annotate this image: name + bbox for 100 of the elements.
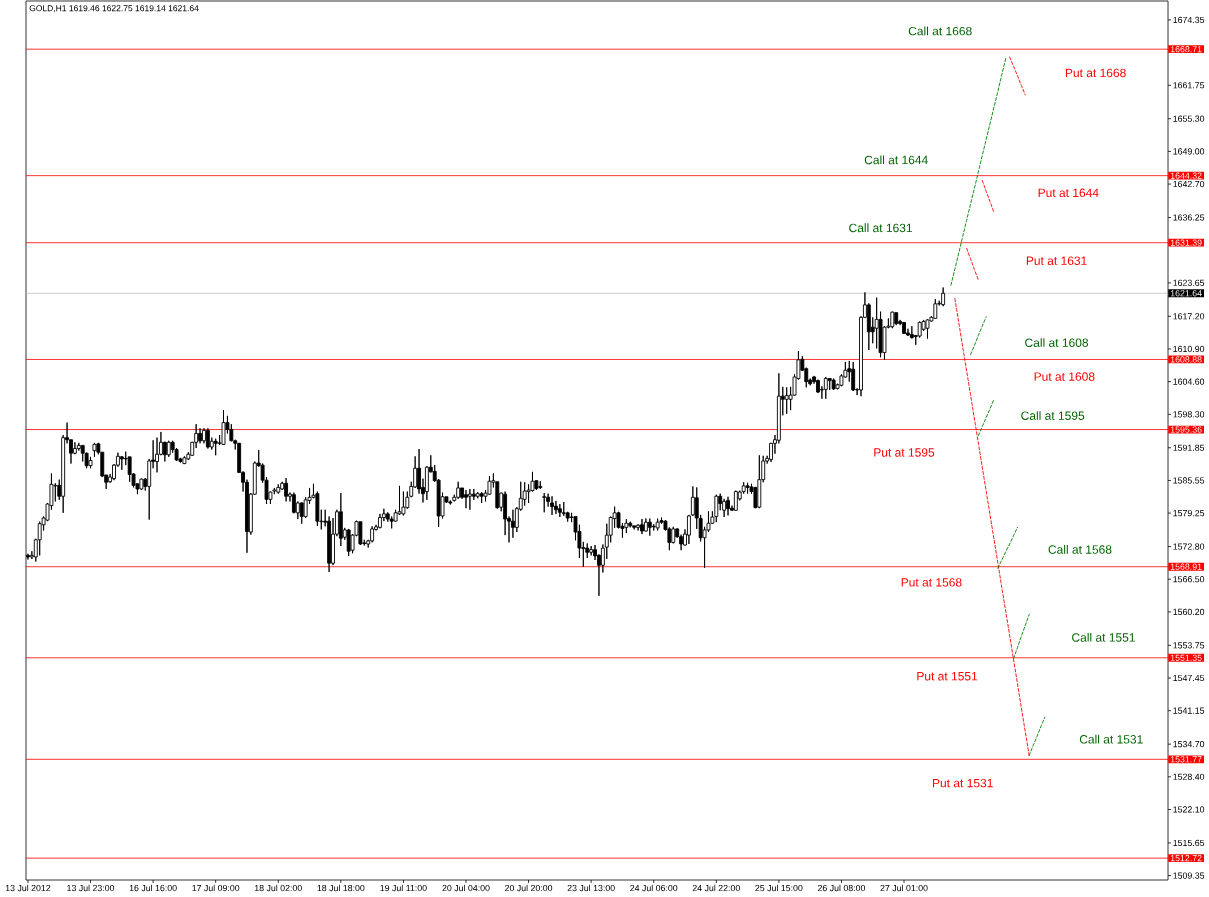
annotation: Call at 1551 [1072, 632, 1135, 642]
annotation: Put at 1551 [917, 672, 978, 681]
y-tick-label: 1515.65 [1173, 839, 1205, 847]
line-series [977, 398, 995, 437]
x-tick-label: 17 Jul 09:00 [192, 884, 240, 892]
x-tick-label: 16 Jul 16:00 [129, 884, 177, 892]
candlestick [726, 496, 730, 516]
candlestick [655, 518, 660, 531]
x-tick-label: 18 Jul 02:00 [254, 884, 302, 892]
candlestick [166, 440, 171, 458]
candlestick [538, 480, 543, 490]
y-tick-label: 1649.00 [1173, 148, 1205, 155]
x-tick-label: 20 Jul 04:00 [442, 884, 490, 892]
ref-line-label: 1608.88 [1170, 356, 1202, 363]
annotation: Call at 1568 [1048, 545, 1112, 554]
candlestick [213, 438, 218, 456]
candlestick [276, 483, 281, 495]
candlestick [119, 455, 124, 471]
y-tick-label: 1522.10 [1173, 806, 1205, 813]
candlestick [284, 477, 289, 502]
y-tick-label: 1642.70 [1173, 180, 1205, 188]
x-tick-label: 27 Jul 01:00 [880, 884, 928, 892]
candlestick [510, 509, 515, 539]
annotation: Put at 1595 [874, 448, 935, 457]
annotation: Call at 1668 [908, 26, 972, 36]
y-tick-label: 1547.45 [1173, 674, 1205, 682]
y-tick-label: 1591.85 [1173, 444, 1205, 451]
candlestick [139, 478, 144, 491]
candlestick [205, 427, 210, 449]
ref-line-label: 1595.36 [1170, 426, 1202, 433]
candlestick [479, 491, 484, 504]
candlestick [550, 495, 554, 516]
candlestick [378, 513, 382, 529]
x-tick-label: 24 Jul 06:00 [630, 884, 678, 892]
candlestick [542, 492, 547, 513]
candlestick [722, 498, 727, 518]
candlestick [831, 378, 836, 391]
candlestick [198, 427, 202, 444]
candlestick [640, 518, 644, 535]
annotation: Put at 1568 [901, 578, 962, 587]
x-tick-label: 24 Jul 22:00 [692, 884, 740, 892]
candlestick [554, 500, 558, 515]
x-tick-label: 13 Jul 2012 [5, 884, 51, 892]
candlestick [338, 492, 343, 547]
annotation: Put at 1644 [1038, 188, 1099, 198]
candlestick [589, 545, 594, 556]
candlestick [925, 318, 930, 340]
candlestick [745, 482, 750, 495]
candlestick [733, 490, 738, 512]
x-tick-label: 25 Jul 15:00 [755, 884, 803, 892]
candlestick [182, 455, 187, 465]
candlestick [92, 442, 97, 458]
y-tick-label: 1610.90 [1173, 345, 1205, 353]
x-tick-label: 19 Jul 11:00 [380, 884, 427, 892]
ref-line-label: 1631.39 [1170, 239, 1202, 246]
line-series [1013, 614, 1030, 660]
candlestick [127, 456, 132, 483]
candlestick [456, 481, 461, 500]
y-tick-label: 1636.25 [1173, 214, 1205, 221]
y-tick-label: 1655.30 [1173, 115, 1205, 122]
candlestick [647, 518, 652, 537]
candlestick [632, 525, 637, 530]
candlestick [475, 491, 480, 499]
y-tick-label: 1617.20 [1173, 313, 1205, 320]
line-series [966, 247, 979, 281]
candlestick [467, 488, 472, 511]
y-tick-label: 1604.60 [1173, 378, 1205, 385]
annotation: Put at 1668 [1065, 68, 1126, 78]
candlestick [851, 361, 856, 392]
x-tick-label: 20 Jul 20:00 [505, 884, 553, 892]
candlestick [221, 409, 226, 446]
candlestick [894, 311, 899, 326]
candlestick [757, 454, 762, 509]
y-tick-label: 1553.75 [1173, 642, 1205, 649]
candlestick [902, 321, 906, 335]
candlestick [358, 521, 363, 546]
line-series [1009, 56, 1026, 96]
y-tick-label: 1509.35 [1173, 872, 1205, 879]
annotation: Call at 1644 [864, 155, 928, 165]
annotation: Call at 1608 [1025, 338, 1089, 347]
y-tick-label: 1566.50 [1173, 576, 1205, 583]
candlestick [823, 376, 828, 400]
x-tick-label: 23 Jul 13:00 [567, 884, 615, 892]
y-tick-label: 1534.70 [1173, 741, 1205, 748]
annotation: Put at 1608 [1034, 372, 1095, 381]
candlestick [448, 499, 453, 505]
y-tick-label: 1585.55 [1173, 477, 1205, 484]
y-tick-label: 1661.75 [1173, 82, 1205, 89]
candlestick [88, 456, 93, 469]
candlestick [636, 523, 641, 531]
candlestick [464, 489, 468, 509]
ref-line-label: 1531.77 [1170, 756, 1202, 763]
candlestick [941, 287, 946, 307]
y-tick-label: 1579.25 [1173, 509, 1205, 517]
ref-line-label: 1621.64 [1170, 290, 1202, 297]
ref-line-label: 1551.35 [1170, 654, 1202, 661]
y-tick-label: 1528.40 [1173, 773, 1205, 780]
candlestick [890, 311, 895, 329]
chart-title: GOLD,H1 1619.46 1622.75 1619.14 1621.64 [29, 5, 199, 13]
x-tick-label: 18 Jul 18:00 [317, 884, 365, 892]
